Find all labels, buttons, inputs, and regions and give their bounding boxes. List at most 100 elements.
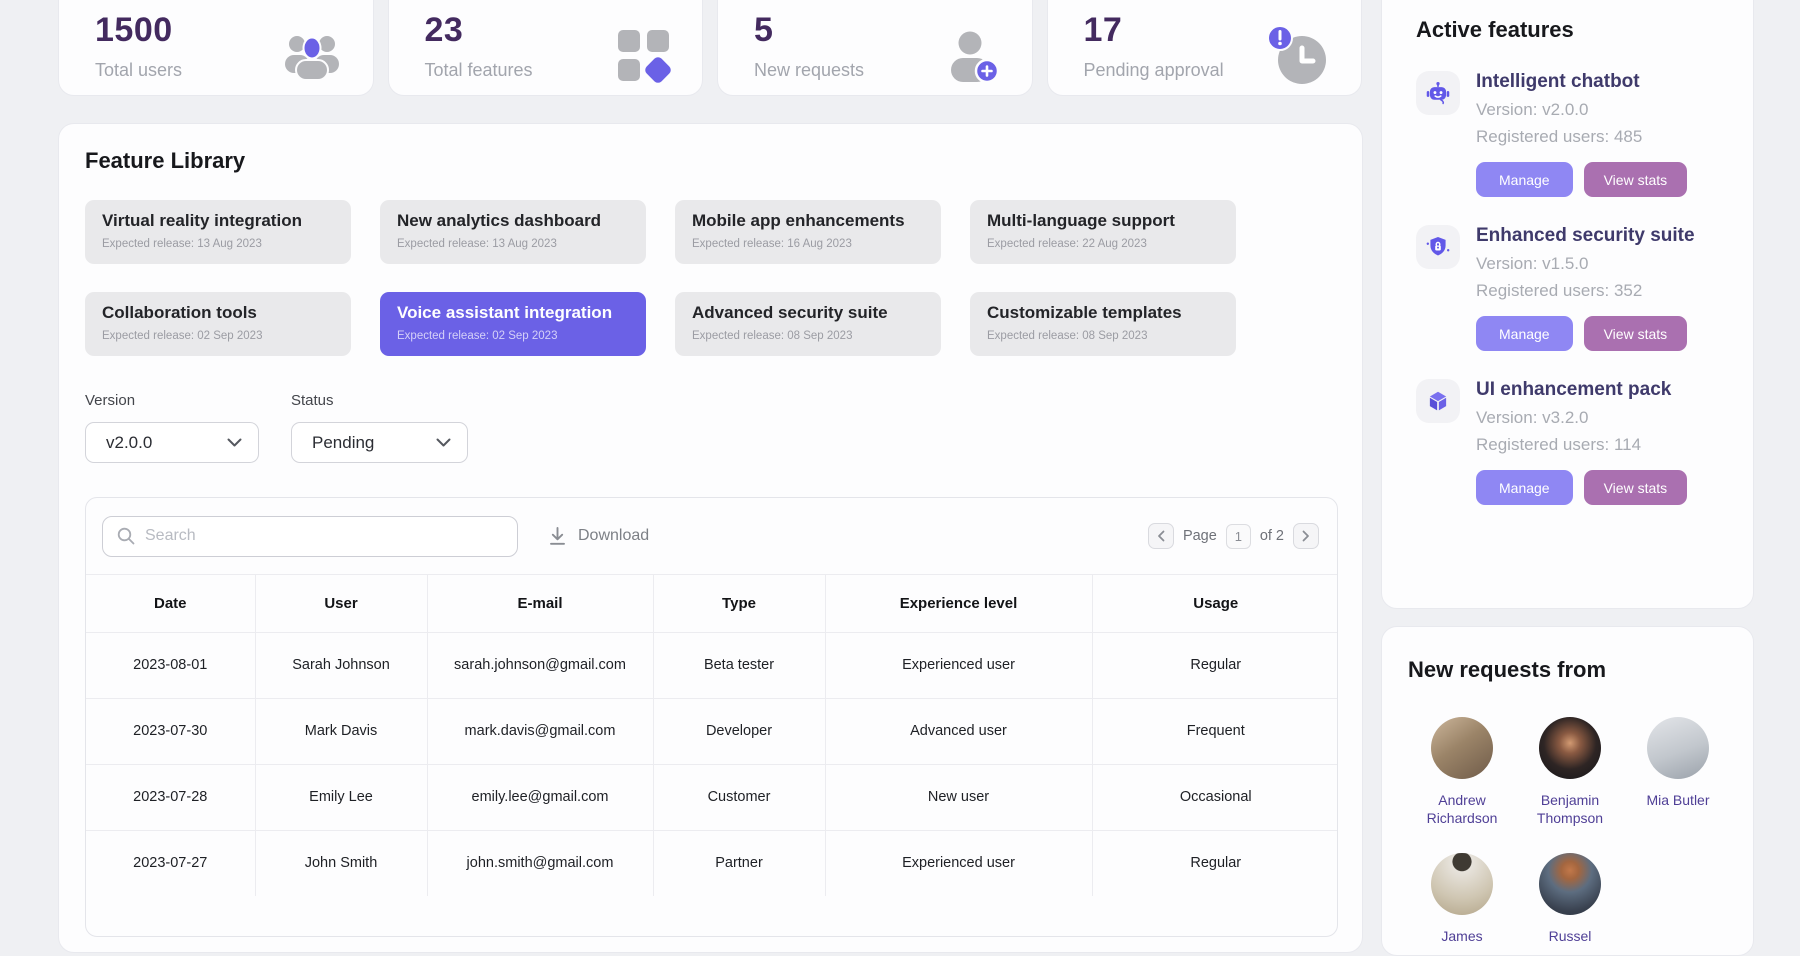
- security-shield-icon: [1426, 237, 1450, 256]
- chevron-down-icon: [436, 438, 451, 447]
- pagination: Page 1 of 2: [1147, 523, 1319, 549]
- search-input[interactable]: [145, 527, 503, 545]
- feature-version: Version: v2.0.0: [1476, 100, 1589, 119]
- pending-approval-label: Pending approval: [1083, 60, 1224, 80]
- table-header-row: Date User E-mail Type Experience level U…: [86, 575, 1337, 632]
- view-stats-button[interactable]: View stats: [1583, 162, 1688, 197]
- prev-page-button[interactable]: [1147, 523, 1174, 549]
- feature-version: Version: v3.2.0: [1476, 408, 1589, 427]
- avatar: [1431, 853, 1493, 916]
- feature-chip-advanced-security[interactable]: Advanced security suite Expected release…: [675, 292, 941, 356]
- feature-chip-mobile-app[interactable]: Mobile app enhancements Expected release…: [675, 200, 941, 264]
- view-stats-button[interactable]: View stats: [1583, 470, 1688, 505]
- column-header-date: Date: [86, 575, 256, 632]
- avatar: [1539, 717, 1601, 779]
- feature-name: Enhanced security suite: [1476, 225, 1695, 246]
- total-users-value: 1500: [95, 11, 173, 49]
- page-number-input[interactable]: 1: [1225, 523, 1251, 549]
- total-features-label: Total features: [424, 60, 533, 80]
- chevron-left-icon: [1158, 530, 1165, 542]
- users-group-icon: [284, 36, 339, 81]
- active-feature-chatbot: Intelligent chatbot Version: v2.0.0 Regi…: [1416, 71, 1719, 197]
- icon-tile: [1416, 379, 1460, 423]
- feature-chip-collaboration-tools[interactable]: Collaboration tools Expected release: 02…: [85, 292, 351, 356]
- page-label: Page: [1182, 528, 1217, 544]
- avatar: [1539, 853, 1601, 916]
- chevron-right-icon: [1302, 530, 1309, 542]
- feature-library-card: Feature Library Virtual reality integrat…: [58, 123, 1363, 953]
- total-features-value: 23: [424, 11, 464, 49]
- cube-icon: [1429, 391, 1447, 411]
- view-stats-button[interactable]: View stats: [1583, 316, 1688, 351]
- stat-card-total-features: 23 Total features: [387, 0, 703, 96]
- stats-row: 1500 Total users 23 Total features 5 New…: [58, 0, 1362, 96]
- stat-card-new-requests: 5 New requests: [717, 0, 1033, 96]
- column-header-experience: Experience level: [825, 575, 1093, 632]
- users-table-panel: Download Page 1 of 2 Date User E-: [85, 497, 1338, 937]
- pending-clock-icon: [1267, 25, 1326, 84]
- status-select[interactable]: Pending: [291, 422, 468, 463]
- version-label: Version: [85, 392, 136, 409]
- next-page-button[interactable]: [1293, 523, 1319, 549]
- stat-card-pending-approval: 17 Pending approval: [1046, 0, 1362, 96]
- chevron-down-icon: [227, 438, 242, 447]
- new-requests-card: New requests from Andrew Richardson Benj…: [1381, 626, 1754, 956]
- table-row: 2023-07-28 Emily Lee emily.lee@gmail.com…: [86, 763, 1337, 830]
- features-grid-icon: [618, 30, 671, 83]
- manage-button[interactable]: Manage: [1476, 470, 1573, 505]
- feature-users: Registered users: 352: [1476, 281, 1643, 300]
- column-header-type: Type: [653, 575, 826, 632]
- manage-button[interactable]: Manage: [1476, 162, 1573, 197]
- active-features-card: Active features Intelligent chatbot Vers…: [1381, 0, 1754, 609]
- column-header-email: E-mail: [427, 575, 654, 632]
- column-header-usage: Usage: [1193, 594, 1239, 612]
- feature-name: Intelligent chatbot: [1476, 71, 1640, 92]
- user-add-icon: [950, 31, 999, 84]
- users-table: Date User E-mail Type Experience level U…: [86, 575, 1337, 896]
- table-row: 2023-08-01 Sarah Johnson sarah.johnson@g…: [86, 631, 1337, 698]
- stat-card-total-users: 1500 Total users: [58, 0, 374, 96]
- active-feature-security: Enhanced security suite Version: v1.5.0 …: [1416, 225, 1719, 351]
- feature-chip-customizable-templates[interactable]: Customizable templates Expected release:…: [970, 292, 1236, 356]
- active-features-title: Active features: [1416, 17, 1574, 42]
- search-box[interactable]: [102, 515, 518, 557]
- feature-library-title: Feature Library: [85, 148, 246, 173]
- version-select[interactable]: v2.0.0: [85, 422, 259, 463]
- request-person[interactable]: Russel: [1516, 853, 1624, 945]
- avatar: [1647, 717, 1709, 779]
- download-icon: [550, 527, 565, 545]
- status-label: Status: [291, 392, 334, 409]
- request-person[interactable]: Andrew Richardson: [1408, 717, 1516, 827]
- new-requests-label: New requests: [754, 60, 865, 80]
- feature-chip-multi-language[interactable]: Multi-language support Expected release:…: [970, 200, 1236, 264]
- table-toolbar: Download Page 1 of 2: [86, 498, 1337, 575]
- feature-users: Registered users: 114: [1476, 435, 1642, 454]
- page-of-label: of 2: [1259, 528, 1284, 544]
- request-person[interactable]: James: [1408, 853, 1516, 945]
- search-icon: [117, 527, 135, 545]
- total-users-label: Total users: [95, 60, 183, 80]
- request-person[interactable]: Benjamin Thompson: [1516, 717, 1624, 827]
- feature-version: Version: v1.5.0: [1476, 254, 1589, 273]
- feature-chip-voice-assistant-selected[interactable]: Voice assistant integration Expected rel…: [380, 292, 646, 356]
- manage-button[interactable]: Manage: [1476, 316, 1573, 351]
- new-requests-value: 5: [754, 11, 774, 49]
- download-button[interactable]: Download: [548, 526, 649, 546]
- column-header-user: User: [255, 575, 428, 632]
- icon-tile: [1416, 71, 1460, 115]
- avatar: [1431, 717, 1493, 779]
- pending-approval-value: 17: [1083, 11, 1123, 49]
- feature-name: UI enhancement pack: [1476, 379, 1672, 400]
- people-grid: Andrew Richardson Benjamin Thompson Mia …: [1408, 717, 1727, 946]
- table-row: 2023-07-27 John Smith john.smith@gmail.c…: [86, 829, 1337, 896]
- filters-row: Version v2.0.0 Status Pending: [85, 392, 1336, 463]
- feature-chip-virtual-reality[interactable]: Virtual reality integration Expected rel…: [85, 200, 351, 264]
- feature-chip-analytics-dashboard[interactable]: New analytics dashboard Expected release…: [380, 200, 646, 264]
- request-person[interactable]: Mia Butler: [1624, 717, 1732, 827]
- active-feature-ui-pack: UI enhancement pack Version: v3.2.0 Regi…: [1416, 379, 1719, 505]
- table-row: 2023-07-30 Mark Davis mark.davis@gmail.c…: [86, 697, 1337, 764]
- chatbot-icon: [1426, 82, 1450, 105]
- icon-tile: [1416, 225, 1460, 269]
- new-requests-title: New requests from: [1408, 657, 1607, 682]
- feature-users: Registered users: 485: [1476, 127, 1643, 146]
